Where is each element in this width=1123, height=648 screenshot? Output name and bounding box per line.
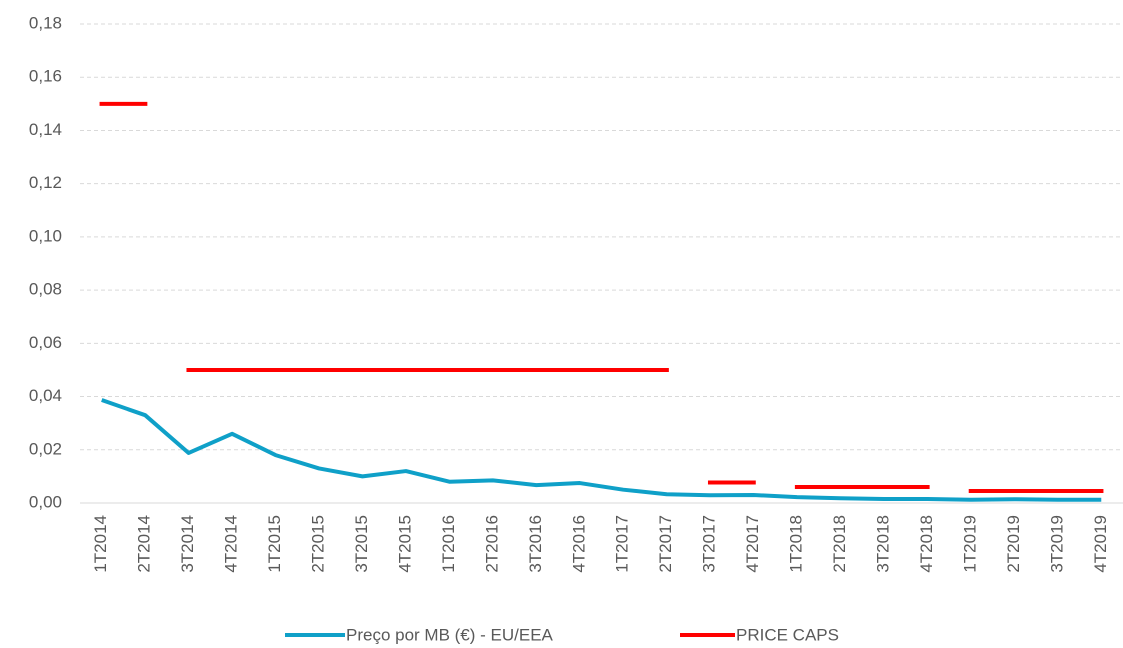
x-tick-label: 1T2016 xyxy=(439,515,458,573)
y-tick-label: 0,04 xyxy=(29,386,62,405)
x-tick-label: 1T2019 xyxy=(960,515,979,573)
y-tick-label: 0,18 xyxy=(29,13,62,32)
y-tick-label: 0,10 xyxy=(29,226,62,245)
x-tick-label: 3T2019 xyxy=(1047,515,1066,573)
x-tick-label: 4T2016 xyxy=(569,515,588,573)
y-tick-label: 0,08 xyxy=(29,280,62,299)
x-tick-label: 4T2018 xyxy=(917,515,936,573)
x-tick-label: 3T2016 xyxy=(526,515,545,573)
legend-label: Preço por MB (€) - EU/EEA xyxy=(346,625,554,644)
x-tick-label: 2T2015 xyxy=(309,515,328,573)
x-tick-label: 2T2014 xyxy=(135,515,154,573)
x-tick-label: 1T2015 xyxy=(265,515,284,573)
x-tick-label: 4T2015 xyxy=(395,515,414,573)
x-tick-label: 2T2019 xyxy=(1004,515,1023,573)
x-tick-label: 4T2017 xyxy=(743,515,762,573)
legend-label: PRICE CAPS xyxy=(736,625,839,644)
y-tick-label: 0,02 xyxy=(29,439,62,458)
x-tick-label: 2T2017 xyxy=(656,515,675,573)
x-tick-label: 1T2014 xyxy=(91,515,110,573)
x-tick-label: 3T2015 xyxy=(352,515,371,573)
x-tick-label: 1T2018 xyxy=(787,515,806,573)
y-tick-label: 0,16 xyxy=(29,67,62,86)
y-tick-label: 0,06 xyxy=(29,333,62,352)
x-tick-label: 1T2017 xyxy=(613,515,632,573)
price-line xyxy=(101,398,1102,502)
x-tick-label: 3T2018 xyxy=(873,515,892,573)
y-tick-label: 0,14 xyxy=(29,120,62,139)
x-tick-label: 3T2014 xyxy=(178,515,197,573)
y-tick-label: 0,00 xyxy=(29,492,62,511)
x-tick-label: 2T2018 xyxy=(830,515,849,573)
x-tick-label: 3T2017 xyxy=(700,515,719,573)
x-tick-label: 4T2014 xyxy=(222,515,241,573)
y-tick-label: 0,12 xyxy=(29,173,62,192)
x-tick-label: 2T2016 xyxy=(482,515,501,573)
x-tick-label: 4T2019 xyxy=(1091,515,1110,573)
